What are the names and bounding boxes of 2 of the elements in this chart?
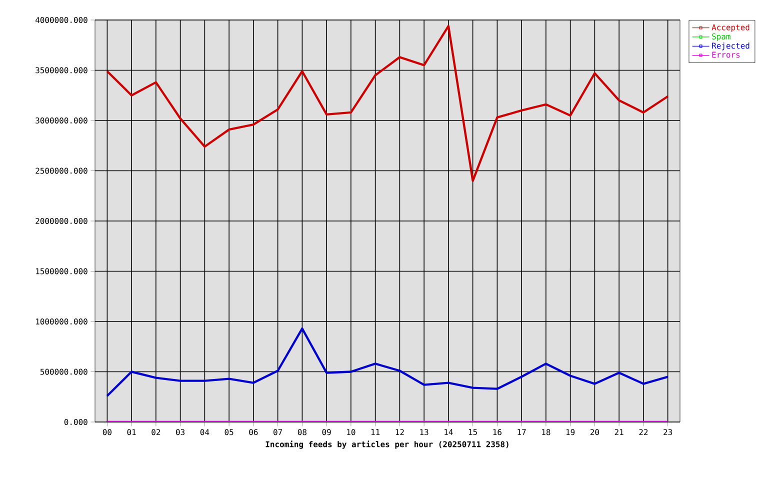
line-series <box>106 24 669 182</box>
line-series <box>106 327 669 397</box>
